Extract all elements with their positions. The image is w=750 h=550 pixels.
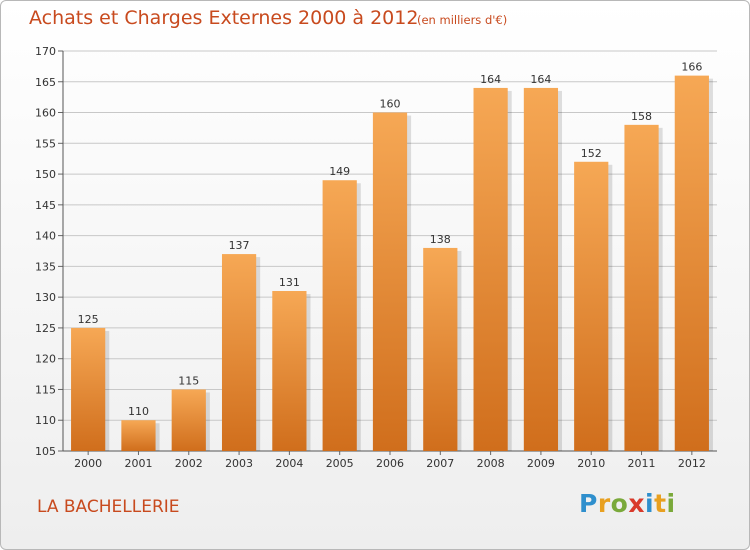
y-tick-label: 110 bbox=[35, 414, 56, 427]
y-tick-label: 120 bbox=[35, 353, 56, 366]
x-tick-label: 2007 bbox=[426, 457, 454, 470]
x-tick-label: 2004 bbox=[275, 457, 303, 470]
x-tick-label: 2010 bbox=[577, 457, 605, 470]
x-tick-label: 2000 bbox=[74, 457, 102, 470]
logo-letter: o bbox=[610, 489, 629, 518]
data-label: 149 bbox=[329, 165, 350, 178]
bar-2003 bbox=[221, 254, 257, 451]
y-tick-label: 115 bbox=[35, 383, 56, 396]
location-label: LA BACHELLERIE bbox=[37, 497, 180, 517]
y-tick-label: 105 bbox=[35, 445, 56, 458]
bars bbox=[71, 75, 713, 452]
y-tick-label: 135 bbox=[35, 260, 56, 273]
x-tick-label: 2009 bbox=[527, 457, 555, 470]
bar-2011 bbox=[624, 124, 659, 451]
data-label: 115 bbox=[178, 374, 199, 387]
data-label: 164 bbox=[480, 73, 501, 86]
x-tick-label: 2005 bbox=[326, 457, 354, 470]
y-tick-label: 160 bbox=[35, 107, 56, 120]
bar-2006 bbox=[372, 112, 408, 452]
data-label: 110 bbox=[128, 405, 149, 418]
bar-2009 bbox=[523, 87, 559, 451]
y-tick-label: 125 bbox=[35, 322, 56, 335]
bar-2002 bbox=[171, 389, 206, 451]
chart-title: Achats et Charges Externes 2000 à 2012 bbox=[29, 7, 419, 29]
bar-2008 bbox=[473, 87, 508, 451]
proxiti-logo[interactable]: Proxiti bbox=[579, 489, 676, 518]
data-label: 125 bbox=[78, 313, 99, 326]
bar-2005 bbox=[322, 180, 357, 451]
logo-letter: r bbox=[597, 489, 611, 518]
labels: 125 110 115 137 131 149 160 138 164 164 152 158 166 bbox=[78, 61, 703, 419]
x-tick-label: 2011 bbox=[628, 457, 656, 470]
data-label: 158 bbox=[631, 110, 652, 123]
data-label: 160 bbox=[380, 98, 401, 111]
x-tick-label: 2008 bbox=[477, 457, 505, 470]
bar-2000 bbox=[71, 327, 106, 451]
data-label: 137 bbox=[229, 239, 250, 252]
data-label: 138 bbox=[430, 233, 451, 246]
y-tick-label: 170 bbox=[35, 45, 56, 58]
x-tick-label: 2001 bbox=[124, 457, 152, 470]
data-label: 166 bbox=[681, 61, 702, 74]
logo-letter: x bbox=[628, 489, 645, 518]
y-tick-label: 165 bbox=[35, 76, 56, 89]
x-tick-label: 2003 bbox=[225, 457, 253, 470]
bar-2007 bbox=[423, 247, 458, 451]
y-tick-label: 140 bbox=[35, 230, 56, 243]
y-tick-label: 145 bbox=[35, 199, 56, 212]
chart-subtitle: (en milliers d'€) bbox=[417, 13, 508, 27]
bar-2012 bbox=[674, 75, 709, 451]
logo-letter: i bbox=[645, 489, 655, 518]
bar-2004 bbox=[272, 291, 307, 451]
logo-letter: i bbox=[666, 489, 676, 518]
logo-letter: P bbox=[579, 489, 598, 518]
data-label: 164 bbox=[530, 73, 551, 86]
x-tick-label: 2012 bbox=[678, 457, 706, 470]
logo-letter: t bbox=[654, 489, 667, 518]
y-tick-label: 130 bbox=[35, 291, 56, 304]
x-tick-label: 2002 bbox=[175, 457, 203, 470]
data-label: 131 bbox=[279, 276, 300, 289]
x-tick-label: 2006 bbox=[376, 457, 404, 470]
bar-2001 bbox=[121, 420, 156, 451]
y-tick-label: 155 bbox=[35, 137, 56, 150]
y-tick-label: 150 bbox=[35, 168, 56, 181]
data-label: 152 bbox=[581, 147, 602, 160]
bar-2010 bbox=[574, 161, 609, 451]
